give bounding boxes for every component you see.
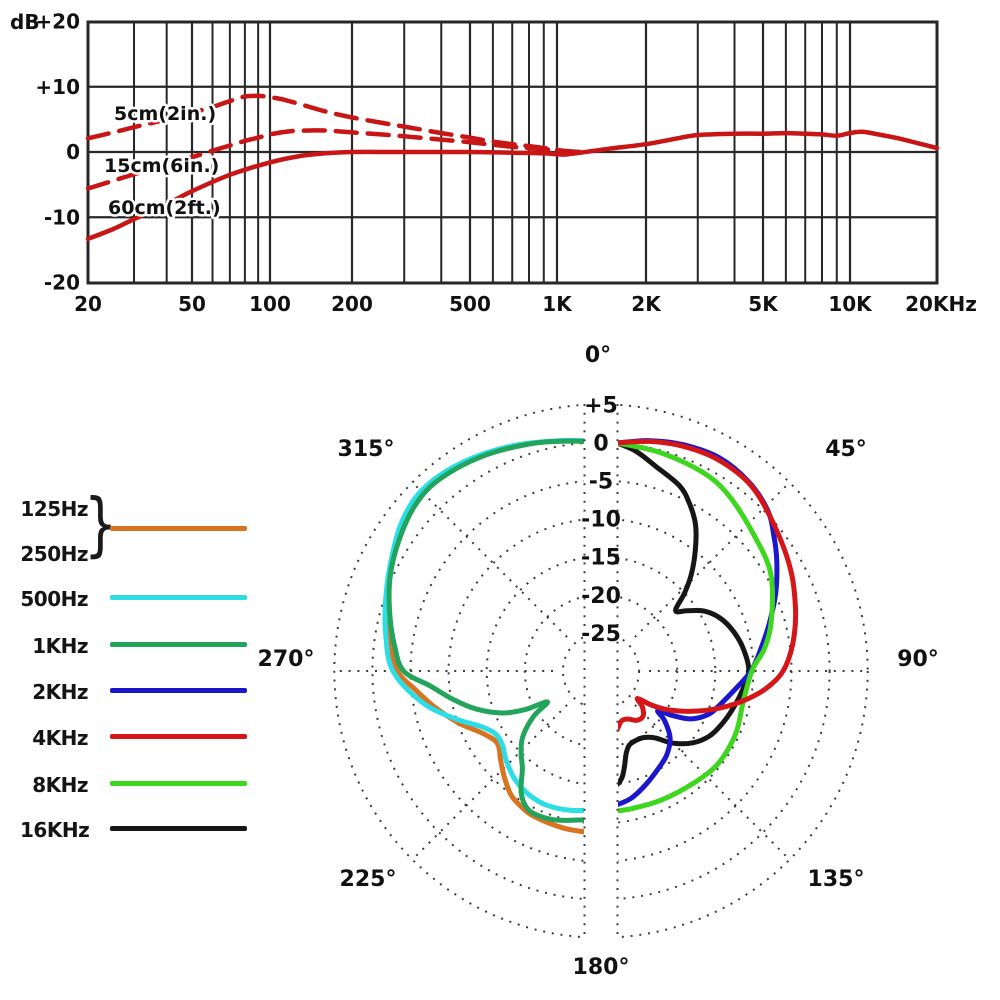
svg-text:-5: -5	[589, 470, 613, 495]
svg-text:5cm(2in.): 5cm(2in.)	[114, 103, 216, 125]
legend-label-4khz: 4KHz	[32, 726, 88, 750]
legend-swatch-16khz	[110, 826, 247, 831]
legend-label-16khz: 16KHz	[20, 818, 90, 842]
legend-label-125hz: 125Hz	[20, 497, 88, 521]
svg-text:500: 500	[449, 292, 491, 316]
legend-label-500hz: 500Hz	[20, 587, 88, 611]
legend-swatch-2khz	[110, 688, 247, 693]
svg-text:-10: -10	[581, 508, 621, 533]
svg-text:60cm(2ft.): 60cm(2ft.)	[108, 197, 221, 219]
legend-label-1khz: 1KHz	[32, 634, 88, 658]
svg-text:0: 0	[593, 431, 608, 456]
svg-text:-10: -10	[44, 205, 80, 229]
svg-text:180°: 180°	[573, 955, 630, 980]
svg-text:0: 0	[66, 140, 80, 164]
svg-text:270°: 270°	[258, 647, 315, 672]
svg-text:135°: 135°	[808, 867, 865, 892]
svg-text:315°: 315°	[338, 437, 395, 462]
legend-label-8khz: 8KHz	[32, 773, 88, 797]
svg-text:-20: -20	[581, 584, 621, 609]
svg-text:+10: +10	[35, 75, 80, 99]
svg-text:90°: 90°	[897, 647, 939, 672]
svg-text:20: 20	[74, 292, 102, 316]
svg-text:5K: 5K	[748, 292, 779, 316]
svg-text:45°: 45°	[825, 437, 867, 462]
svg-text:-20: -20	[44, 271, 80, 295]
legend-swatch-1khz	[110, 642, 247, 647]
svg-text:1K: 1K	[542, 292, 573, 316]
svg-text:-25: -25	[581, 622, 621, 647]
svg-text:+20: +20	[35, 10, 80, 34]
svg-text:2K: 2K	[631, 292, 662, 316]
legend-swatch-125-250hz	[110, 526, 247, 531]
legend-swatch-4khz	[110, 734, 247, 739]
svg-text:100: 100	[249, 292, 291, 316]
legend-brace: }	[84, 483, 118, 565]
legend-label-250hz: 250Hz	[20, 542, 88, 566]
legend-swatch-500hz	[110, 595, 247, 600]
legend-swatch-8khz	[110, 781, 247, 786]
polar-pattern-chart: +5 0 -5 -10 -15 -20 -25 0° 45° 90° 135° 180° 225° 270…	[258, 343, 939, 1000]
svg-text:225°: 225°	[340, 867, 397, 892]
svg-text:-15: -15	[581, 546, 621, 571]
svg-text:50: 50	[178, 292, 206, 316]
svg-text:15cm(6in.): 15cm(6in.)	[104, 155, 219, 177]
svg-text:200: 200	[331, 292, 373, 316]
svg-text:10K: 10K	[828, 292, 873, 316]
svg-text:+5: +5	[584, 393, 618, 418]
svg-text:0°: 0°	[585, 343, 611, 368]
db-unit-label: dB	[10, 10, 40, 34]
legend-label-2khz: 2KHz	[32, 680, 88, 704]
svg-text:20KHz: 20KHz	[905, 292, 977, 316]
